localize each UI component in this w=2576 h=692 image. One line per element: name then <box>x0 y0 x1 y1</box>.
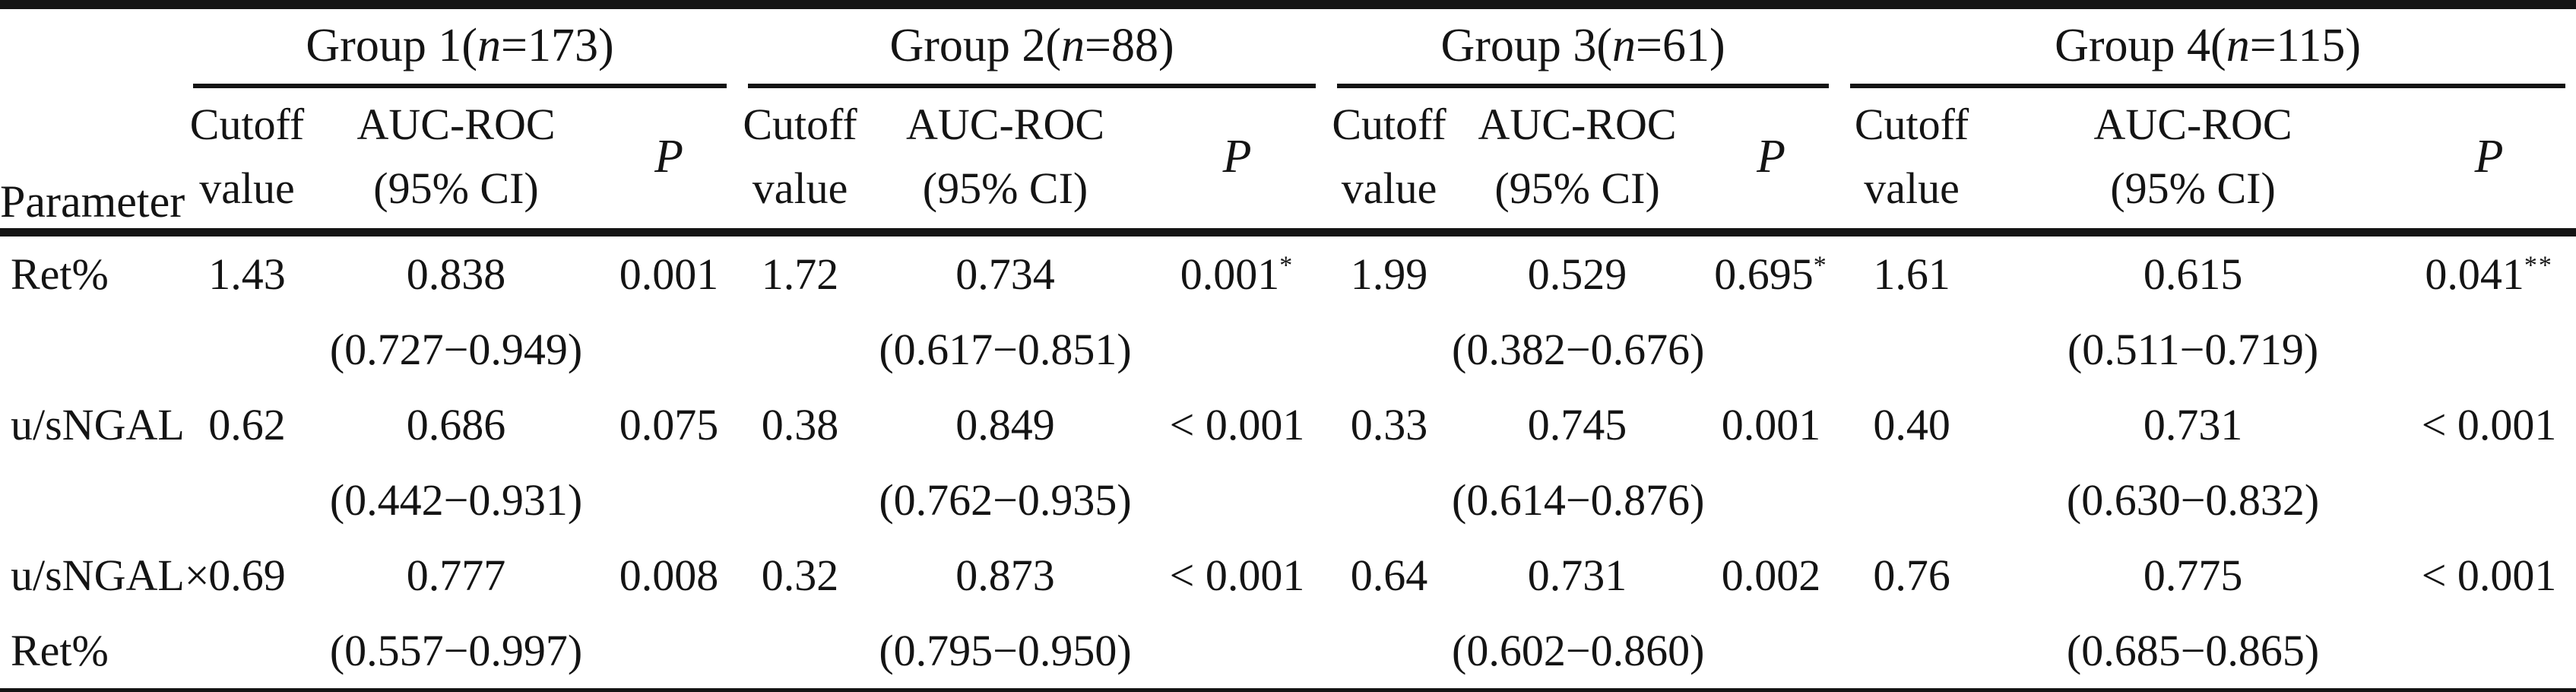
cutoff-value-cell: 0.38 <box>761 400 839 449</box>
auc-roc-cell: 0.838 (0.727−0.949) <box>312 233 600 388</box>
group-4-header: Group 4(n=115) <box>1839 5 2576 88</box>
p-value-cell: < 0.001 <box>1169 400 1305 449</box>
auc-roc-cell: 0.734 (0.617−0.851) <box>863 233 1148 388</box>
auc-roc-cell: 0.686 (0.442−0.931) <box>312 387 600 538</box>
p-value-cell: < 0.001 <box>1169 551 1305 600</box>
g3-auc-header: AUC-ROC (95% CI) <box>1452 88 1703 236</box>
ci-range: (0.630−0.832) <box>2066 475 2320 525</box>
cutoff-value-cell: 0.64 <box>1350 551 1428 600</box>
g2-auc-header: AUC-ROC (95% CI) <box>863 88 1149 236</box>
auc-roc-cell: 0.745 (0.614−0.876) <box>1452 387 1705 538</box>
auc-roc-cell: 0.775 (0.685−0.865) <box>1984 538 2402 692</box>
p-value-cell: 0.041** <box>2425 249 2553 299</box>
table-row-usngal: u/sNGAL 0.62 0.686 (0.442−0.931) 0.075 0.… <box>0 387 2576 538</box>
group-3-label: Group 3(n=61) <box>1337 11 1830 88</box>
cutoff-value-cell: 1.43 <box>208 249 286 299</box>
p-value-cell: < 0.001 <box>2421 400 2557 449</box>
ci-range: (0.762−0.935) <box>879 475 1132 525</box>
ci-range: (0.685−0.865) <box>2066 626 2320 675</box>
ci-range: (0.614−0.876) <box>1452 475 1705 525</box>
group-2-label: Group 2(n=88) <box>748 11 1317 88</box>
significance-marker: * <box>1279 251 1294 280</box>
ci-range: (0.511−0.719) <box>2067 325 2319 374</box>
cutoff-value-cell: 1.72 <box>761 249 839 299</box>
g4-auc-header: AUC-ROC (95% CI) <box>1984 88 2403 236</box>
parameter-cell: u/sNGAL× Ret% <box>11 551 210 675</box>
g4-p-header: P <box>2402 88 2576 236</box>
group-1-label: Group 1(n=173) <box>193 11 727 88</box>
parameter-header: Parameter <box>0 5 185 236</box>
g4-cutoff-header: Cutoff value <box>1839 88 1985 236</box>
ci-range: (0.727−0.949) <box>329 325 583 374</box>
auc-roc-cell: 0.777 (0.557−0.997) <box>312 538 600 692</box>
significance-marker: * <box>1813 251 1828 280</box>
auc-roc-cell: 0.873 (0.795−0.950) <box>863 538 1148 692</box>
g2-cutoff-header: Cutoff value <box>737 88 863 236</box>
ci-range: (0.557−0.997) <box>329 626 583 675</box>
cutoff-value-cell: 1.61 <box>1873 249 1950 299</box>
p-value-cell: < 0.001 <box>2421 551 2557 600</box>
ci-range: (0.442−0.931) <box>329 475 583 525</box>
ci-range: (0.602−0.860) <box>1452 626 1705 675</box>
p-value-cell: 0.002 <box>1721 551 1821 600</box>
g1-cutoff-header: Cutoff value <box>182 88 312 236</box>
group-3-header: Group 3(n=61) <box>1326 5 1839 88</box>
table-row-usngal-ret: u/sNGAL× Ret% 0.69 0.777 (0.557−0.997) 0.0… <box>0 538 2576 692</box>
p-value-cell: 0.008 <box>619 551 719 600</box>
parameter-cell: Ret% <box>11 249 109 299</box>
p-value-cell: 0.001 <box>619 249 719 299</box>
cutoff-value-cell: 0.76 <box>1873 551 1950 600</box>
p-value-cell: 0.001* <box>1180 249 1294 299</box>
g3-p-header: P <box>1703 88 1840 236</box>
ci-range: (0.382−0.676) <box>1452 325 1705 374</box>
cutoff-value-cell: 1.99 <box>1350 249 1428 299</box>
group-2-header: Group 2(n=88) <box>737 5 1326 88</box>
cutoff-value-cell: 0.32 <box>761 551 839 600</box>
significance-marker: ** <box>2524 251 2553 280</box>
g1-auc-header: AUC-ROC (95% CI) <box>312 88 600 236</box>
cutoff-value-cell: 0.40 <box>1873 400 1950 449</box>
auc-roc-cell: 0.615 (0.511−0.719) <box>1984 233 2402 388</box>
group-4-label: Group 4(n=115) <box>1850 11 2566 88</box>
auc-roc-cell: 0.849 (0.762−0.935) <box>863 387 1148 538</box>
group-header-row: Parameter Group 1(n=173) Group 2(n=88) G… <box>0 5 2576 236</box>
group-1-header: Group 1(n=173) <box>182 5 737 88</box>
p-value-cell: 0.075 <box>619 400 719 449</box>
g3-cutoff-header: Cutoff value <box>1326 88 1453 236</box>
g1-p-header: P <box>600 88 738 236</box>
table-row-ret: Ret% 1.43 0.838 (0.727−0.949) 0.001 1.72 … <box>0 233 2576 388</box>
auc-roc-cell: 0.731 (0.630−0.832) <box>1984 387 2402 538</box>
cutoff-value-cell: 0.62 <box>208 400 286 449</box>
ci-range: (0.795−0.950) <box>879 626 1132 675</box>
p-value-cell: 0.001 <box>1721 400 1821 449</box>
auc-roc-cell: 0.731 (0.602−0.860) <box>1452 538 1705 692</box>
sub-header-row: Cutoff value AUC-ROC (95% CI) P Cutoff valu… <box>0 88 2576 236</box>
auc-roc-cell: 0.529 (0.382−0.676) <box>1452 233 1705 388</box>
p-value-cell: 0.695* <box>1714 249 1828 299</box>
cutoff-value-cell: 0.69 <box>208 551 286 600</box>
ci-range: (0.617−0.851) <box>879 325 1132 374</box>
g2-p-header: P <box>1148 88 1327 236</box>
cutoff-value-cell: 0.33 <box>1350 400 1428 449</box>
parameter-cell: u/sNGAL <box>11 400 185 449</box>
